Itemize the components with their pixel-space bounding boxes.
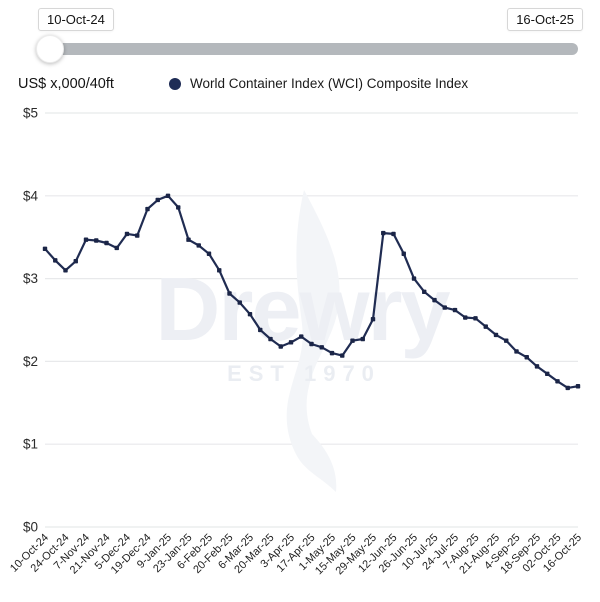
series-marker [206, 251, 212, 256]
series-marker [565, 385, 570, 391]
series-marker [504, 338, 509, 343]
series-marker [534, 364, 540, 369]
series-marker [432, 297, 437, 303]
series-marker [411, 276, 417, 281]
series-marker [247, 312, 253, 317]
legend-label: World Container Index (WCI) Composite In… [190, 76, 469, 91]
series-marker [473, 316, 478, 321]
series-marker [196, 243, 201, 248]
y-tick-label: $3 [23, 271, 38, 286]
watermark-subtitle: EST 1970 [227, 361, 381, 386]
y-tick-label: $1 [23, 437, 38, 452]
series-marker [350, 338, 355, 343]
series-marker [94, 238, 99, 243]
y-tick-label: $0 [23, 520, 38, 535]
series-marker [42, 246, 48, 251]
series-marker [165, 193, 171, 198]
y-tick-label: $5 [23, 106, 38, 121]
series-marker [73, 259, 78, 264]
legend-row: US$ x,000/40ft World Container Index (WC… [0, 76, 600, 98]
series-marker [422, 289, 427, 295]
series-marker [63, 268, 68, 273]
series-marker [268, 336, 273, 342]
y-tick-label: $2 [23, 354, 38, 369]
legend-item-wci[interactable]: World Container Index (WCI) Composite In… [169, 76, 468, 91]
series-marker [483, 324, 488, 329]
series-marker [186, 237, 191, 242]
series-marker [329, 350, 335, 356]
series-marker [53, 258, 58, 263]
series-marker [145, 206, 150, 212]
series-marker [104, 240, 109, 246]
series-marker [555, 379, 560, 384]
series-marker [155, 197, 160, 203]
series-marker [288, 340, 294, 345]
series-marker [401, 251, 406, 256]
series-marker [135, 233, 140, 238]
series-marker [463, 315, 468, 320]
series-marker [340, 353, 345, 358]
series-marker [391, 231, 396, 237]
series-marker [360, 336, 365, 342]
series-marker [319, 345, 324, 350]
series-marker [258, 327, 263, 333]
series-marker [309, 341, 314, 347]
drewry-watermark: Drewry EST 1970 [155, 190, 453, 492]
series-marker [299, 334, 304, 339]
series-marker [381, 230, 386, 236]
series-marker [83, 237, 89, 242]
slider-track[interactable] [40, 43, 578, 55]
range-end-label: 16-Oct-25 [507, 8, 583, 31]
series-marker [237, 300, 242, 305]
flame-icon [286, 190, 340, 492]
series-marker [124, 231, 130, 237]
series-marker [452, 307, 458, 313]
series-marker [514, 349, 519, 354]
legend-dot-icon [169, 77, 181, 90]
y-tick-label: $4 [23, 188, 39, 203]
series-marker [114, 245, 119, 251]
series-marker [545, 371, 550, 377]
series-marker [227, 291, 232, 296]
series-marker [524, 355, 529, 360]
series-marker [370, 316, 376, 322]
series-marker [442, 305, 447, 310]
slider-handle[interactable] [36, 35, 64, 63]
series-marker [278, 344, 283, 349]
watermark-name: Drewry [155, 260, 450, 360]
series-layer [42, 193, 581, 391]
series-marker [217, 268, 222, 273]
date-range-slider[interactable] [0, 33, 600, 63]
wci-line-chart: Drewry EST 1970 $0$1$2$3$4$510-Oct-2424-… [8, 106, 584, 578]
y-axis-unit-label: US$ x,000/40ft [18, 76, 114, 92]
range-start-label: 10-Oct-24 [38, 8, 114, 31]
series-marker [493, 332, 499, 338]
series-marker [575, 384, 581, 389]
series-marker [176, 205, 181, 210]
